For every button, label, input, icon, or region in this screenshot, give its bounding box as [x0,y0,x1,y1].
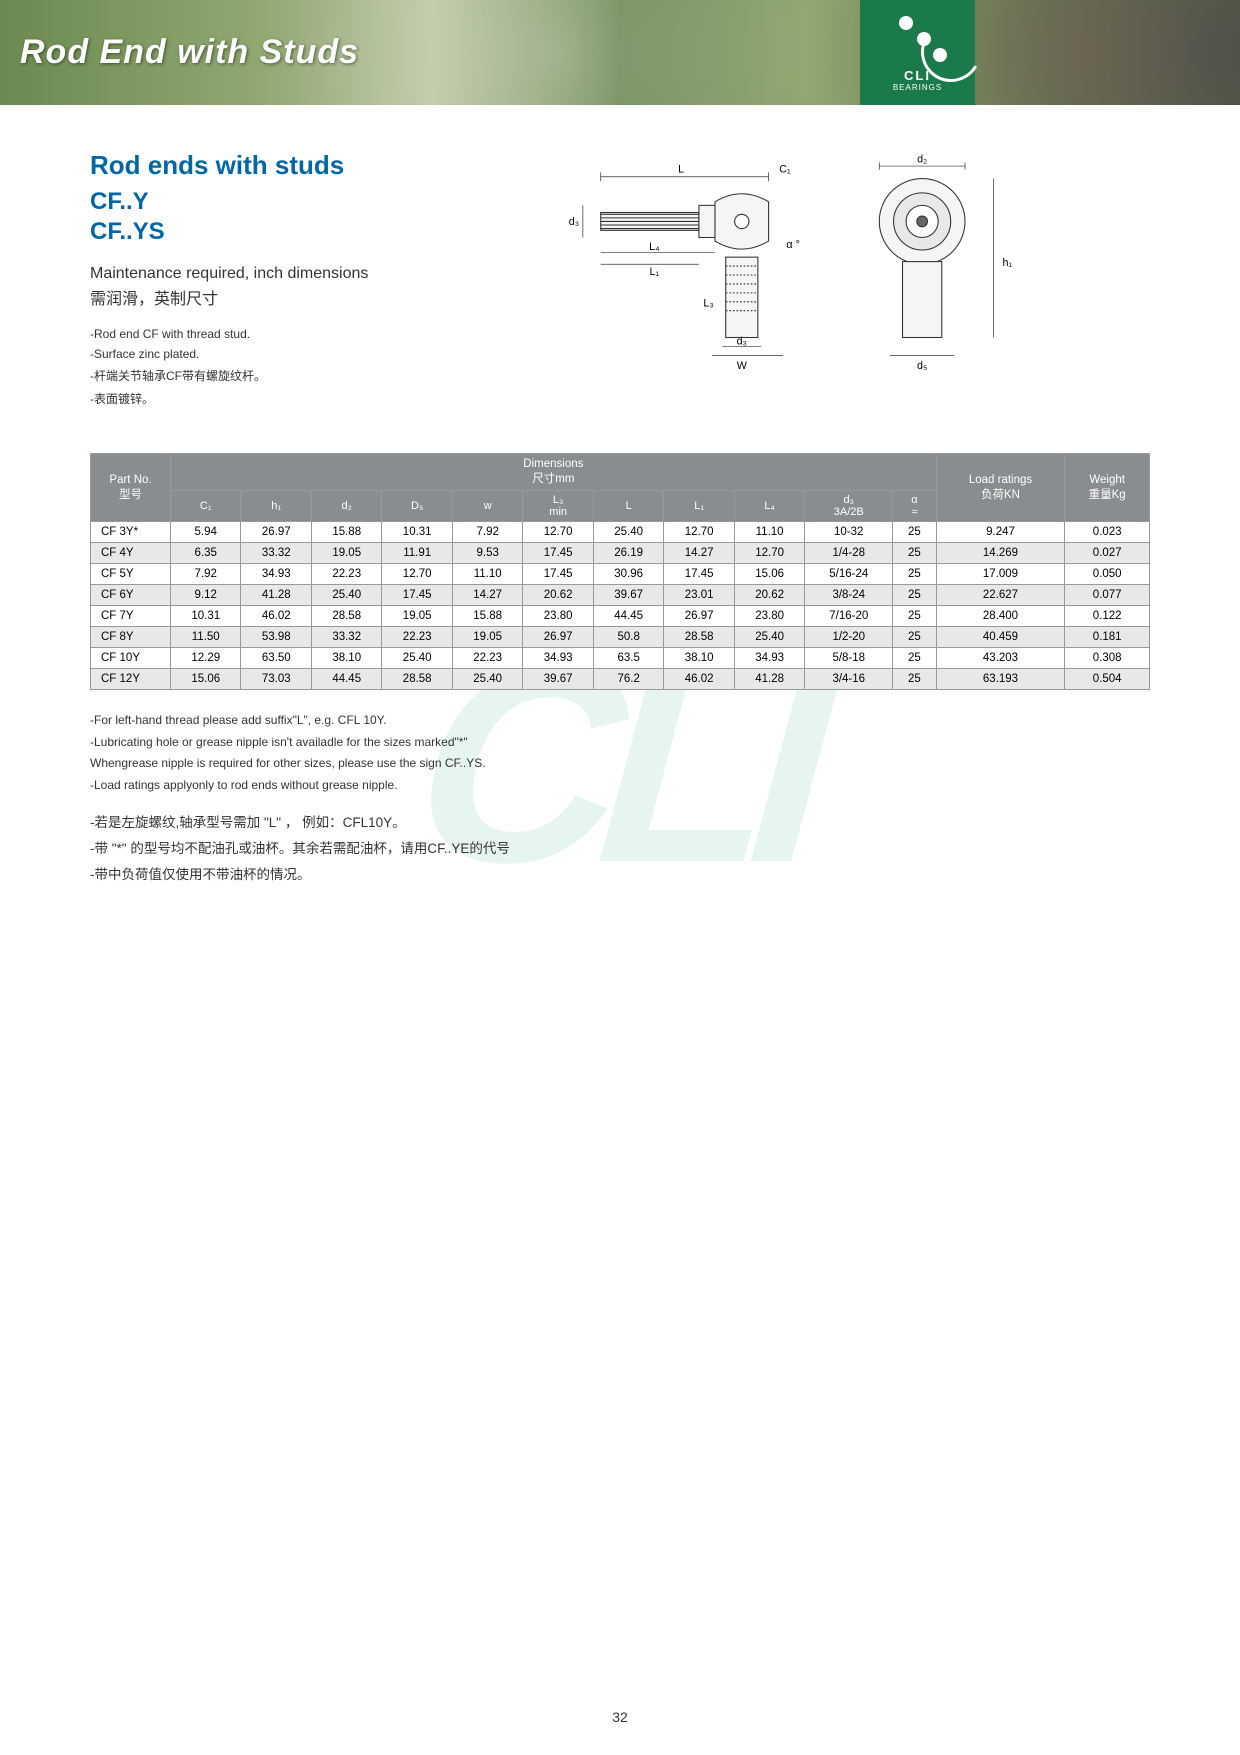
th-col: L₄ [734,491,804,522]
bullet-cn-0: -杆端关节轴承CF带有螺旋纹杆。 [90,367,450,384]
th-col: L [593,491,663,522]
logo-subtext: BEARINGS [893,83,942,92]
svg-text:L₃: L₃ [703,297,713,309]
svg-text:W: W [737,360,748,372]
svg-text:d₂: d₂ [917,154,927,166]
table-row: CF 12Y15.0673.0344.4528.5825.4039.6776.2… [91,669,1150,690]
bullet-en-1: -Surface zinc plated. [90,347,450,361]
page-number: 32 [0,1709,1240,1725]
th-col: d₃3A/2B [805,491,893,522]
bullet-en-0: -Rod end CF with thread stud. [90,327,450,341]
th-col: C₁ [171,491,241,522]
th-col: L₁ [664,491,734,522]
th-col: d₂ [311,491,381,522]
svg-text:h₁: h₁ [1003,257,1013,269]
table-row: CF 6Y9.1241.2825.4017.4514.2720.6239.672… [91,585,1150,606]
table-row: CF 10Y12.2963.5038.1025.4022.2334.9363.5… [91,648,1150,669]
notes-cn: -若是左旋螺纹,轴承型号需加 "L" ， 例如：CFL10Y。-带 "*" 的型… [90,810,1150,887]
brand-logo: CLI BEARINGS [860,0,975,105]
svg-text:L₁: L₁ [649,266,659,278]
svg-text:α °: α ° [786,239,799,251]
th-col: D₅ [382,491,452,522]
svg-text:d₅: d₅ [917,360,927,372]
th-col: w [452,491,522,522]
th-col: h₁ [241,491,311,522]
technical-diagram: L C₁ d₃ L₄ L₁ L₃ W d₃ α ° [480,150,1150,400]
banner-title: Rod End with Studs [0,33,359,72]
svg-text:L: L [678,163,684,175]
desc-en: Maintenance required, inch dimensions [90,265,450,283]
spec-table: Part No.型号 Dimensions尺寸mm Load ratings负荷… [90,453,1150,690]
svg-text:C₁: C₁ [779,163,791,175]
page-title: Rod ends with studs [90,150,450,181]
th-col: L₃min [523,491,593,522]
page-banner: Rod End with Studs CLI BEARINGS [0,0,1240,105]
th-part: Part No.型号 [91,454,171,522]
th-weight: Weight重量Kg [1065,454,1150,522]
th-dimensions: Dimensions尺寸mm [171,454,937,491]
table-row: CF 3Y*5.9426.9715.8810.317.9212.7025.401… [91,522,1150,543]
bullet-cn-1: -表面镀锌。 [90,390,450,407]
notes-en: -For left-hand thread please add suffix"… [90,710,1150,796]
svg-text:d₃: d₃ [569,216,579,228]
model-codes: CF..Y CF..YS [90,187,450,247]
th-col: α≈ [893,491,937,522]
svg-text:d₃: d₃ [737,336,747,348]
desc-cn: 需润滑，英制尺寸 [90,285,450,309]
table-row: CF 4Y6.3533.3219.0511.919.5317.4526.1914… [91,543,1150,564]
table-row: CF 5Y7.9234.9322.2312.7011.1017.4530.961… [91,564,1150,585]
table-row: CF 8Y11.5053.9833.3222.2319.0526.9750.82… [91,627,1150,648]
table-row: CF 7Y10.3146.0228.5819.0515.8823.8044.45… [91,606,1150,627]
svg-text:L₄: L₄ [649,241,659,253]
th-load: Load ratings负荷KN [936,454,1065,522]
